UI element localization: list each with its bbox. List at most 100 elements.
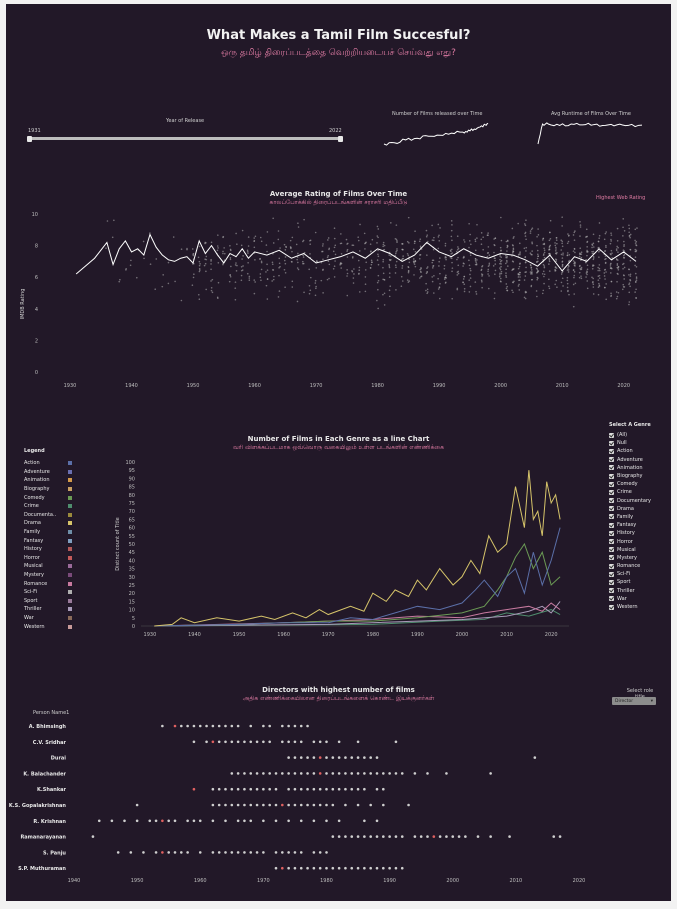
y-tick-label: 95 xyxy=(129,468,135,474)
film-rating-point xyxy=(229,248,232,251)
film-rating-point xyxy=(579,220,581,223)
genre-checkbox[interactable]: Null xyxy=(609,439,651,447)
genre-checkbox[interactable]: Drama xyxy=(609,505,651,513)
film-rating-point xyxy=(357,239,360,242)
film-dot xyxy=(262,772,265,775)
year-slider-start-handle[interactable] xyxy=(27,135,32,142)
genre-checkbox[interactable]: Family xyxy=(609,513,651,521)
film-rating-point xyxy=(438,265,440,267)
film-rating-point xyxy=(488,262,491,265)
genre-checkbox[interactable]: Animation xyxy=(609,464,651,472)
legend-swatch xyxy=(68,615,72,620)
genre-checkbox[interactable]: Romance xyxy=(609,562,651,570)
film-rating-point xyxy=(635,297,637,299)
film-dot xyxy=(224,851,227,854)
film-dot xyxy=(476,835,480,838)
film-rating-point xyxy=(443,278,446,280)
film-rating-point xyxy=(597,266,599,269)
genre-checkbox[interactable]: Thriller xyxy=(609,587,651,595)
film-dot xyxy=(325,772,328,775)
film-rating-point xyxy=(192,276,195,279)
genre-checkbox[interactable]: War xyxy=(609,595,651,603)
spark1-title: Number of Films released over Time xyxy=(392,111,483,117)
legend-swatch xyxy=(68,624,72,629)
genre-checkbox[interactable]: Crime xyxy=(609,488,651,496)
film-dot xyxy=(281,851,284,854)
year-slider-end-handle[interactable] xyxy=(338,135,343,142)
film-rating-point xyxy=(518,289,521,291)
film-rating-point xyxy=(222,252,224,255)
film-rating-point xyxy=(604,262,607,264)
film-rating-point xyxy=(579,252,581,254)
film-rating-point xyxy=(358,269,361,272)
genre-checkbox-label: Drama xyxy=(617,505,634,512)
genre-checkbox[interactable]: Fantasy xyxy=(609,521,651,529)
film-rating-point xyxy=(154,288,157,291)
film-rating-point xyxy=(382,266,384,269)
film-rating-point xyxy=(499,268,502,271)
legend-label: Comedy xyxy=(24,494,45,501)
film-rating-point xyxy=(592,283,595,286)
film-rating-point xyxy=(414,265,417,268)
genre-checkbox[interactable]: History xyxy=(609,529,651,537)
film-rating-point xyxy=(548,287,551,290)
film-rating-point xyxy=(519,242,521,245)
film-rating-point xyxy=(358,291,361,293)
film-rating-point xyxy=(611,257,613,259)
film-dot xyxy=(356,756,360,759)
legend-swatch xyxy=(68,607,72,612)
film-rating-point xyxy=(346,250,348,252)
role-dropdown[interactable]: Director ▾ xyxy=(612,697,656,705)
film-dot xyxy=(142,851,145,854)
film-rating-point xyxy=(210,263,212,265)
film-rating-point xyxy=(499,258,501,261)
genre-checkbox-label: Sci-Fi xyxy=(617,571,631,578)
genre-checkbox[interactable]: Comedy xyxy=(609,480,651,488)
genre-checkbox[interactable]: Musical xyxy=(609,546,651,554)
film-rating-point xyxy=(365,261,368,264)
checkbox-checked-icon xyxy=(609,563,614,569)
genre-checkbox[interactable]: Biography xyxy=(609,472,651,480)
genre-checkbox[interactable]: Adventure xyxy=(609,456,651,464)
film-rating-point xyxy=(561,245,564,248)
film-dot xyxy=(325,787,328,791)
film-rating-point xyxy=(542,270,545,273)
film-rating-point xyxy=(456,287,459,290)
x-tick-label: 1960 xyxy=(194,878,207,884)
film-rating-point xyxy=(272,217,274,220)
film-rating-point xyxy=(492,265,495,267)
genre-checkbox[interactable]: Action xyxy=(609,447,651,455)
genre-checkbox-label: Romance xyxy=(617,563,641,570)
year-range-slider[interactable] xyxy=(27,135,343,142)
genre-checkbox[interactable]: Horror xyxy=(609,537,651,545)
dashboard: What Makes a Tamil Film Succesful? ஒரு த… xyxy=(6,4,671,901)
film-rating-point xyxy=(567,233,569,235)
film-rating-point xyxy=(615,297,618,300)
film-rating-point xyxy=(628,235,631,238)
x-tick-label: 1950 xyxy=(233,632,246,638)
genre-checkbox[interactable]: Sci-Fi xyxy=(609,570,651,578)
film-dot xyxy=(331,866,335,870)
film-dot xyxy=(325,851,328,854)
film-rating-point xyxy=(573,261,576,263)
legend-label: Family xyxy=(24,529,41,536)
film-rating-point xyxy=(634,228,637,231)
film-rating-point xyxy=(396,240,398,242)
genre-checkbox[interactable]: Western xyxy=(609,603,651,611)
film-rating-point xyxy=(579,224,582,226)
film-rating-point xyxy=(241,229,244,232)
film-rating-point xyxy=(297,252,299,255)
genre-checkbox[interactable]: Sport xyxy=(609,578,651,586)
film-rating-point xyxy=(260,240,263,243)
highlight-film-dot xyxy=(161,851,164,854)
film-rating-point xyxy=(548,257,551,260)
film-rating-point xyxy=(333,246,336,249)
film-rating-point xyxy=(450,235,453,238)
film-rating-point xyxy=(303,291,305,294)
film-rating-point xyxy=(444,282,447,284)
spark2-title: Avg Runtime of Films Over Time xyxy=(551,111,631,117)
genre-checkbox[interactable]: Documentary xyxy=(609,497,651,505)
genre-checkbox[interactable]: Mystery xyxy=(609,554,651,562)
film-rating-point xyxy=(487,265,490,267)
genre-checkbox[interactable]: (All) xyxy=(609,431,651,439)
